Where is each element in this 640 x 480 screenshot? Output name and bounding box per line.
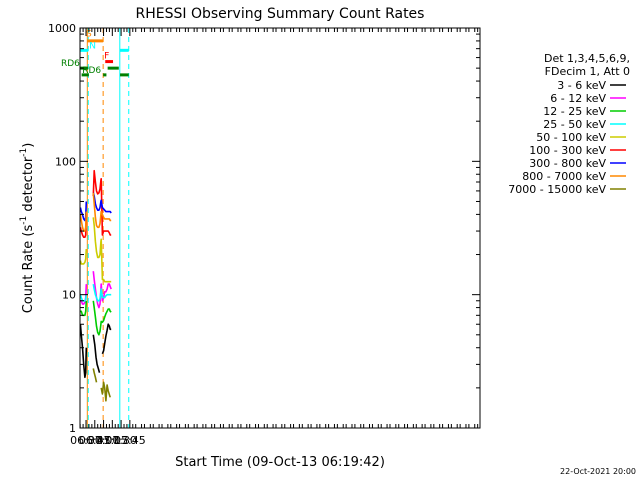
legend-entry-label-0: 3 - 6 keV xyxy=(557,79,606,92)
legend-entry-label-4: 50 - 100 keV xyxy=(536,131,606,144)
y-tick-label-1: 10 xyxy=(62,289,76,302)
y-tick-label-2: 100 xyxy=(55,155,76,168)
chart-title: RHESSI Observing Summary Count Rates xyxy=(136,6,425,22)
legend-header-line-1: FDecim 1, Att 0 xyxy=(545,65,630,78)
plot-frame xyxy=(79,27,481,429)
x-tick-label-4: 07:30 xyxy=(105,434,137,447)
series-line-8 xyxy=(92,368,111,402)
legend-entry-label-6: 300 - 800 keV xyxy=(529,157,606,170)
y-tick-label-3: 1000 xyxy=(48,22,76,35)
series-line-1 xyxy=(80,271,112,309)
timestamp: 22-Oct-2021 20:00 xyxy=(560,467,636,476)
x-tick-label-1: 06:45 xyxy=(79,434,111,447)
rd6-flag-label-1: RD6 xyxy=(61,59,80,69)
x-tick-label-0: 06:30 xyxy=(70,434,102,447)
legend-entry-label-2: 12 - 25 keV xyxy=(543,105,606,118)
y-axis-label: Count Rate (s-1 detector-1) xyxy=(19,143,36,314)
x-tick-label-2: 07:00 xyxy=(88,434,120,447)
series-line-0 xyxy=(79,323,112,379)
s-flag-label: S xyxy=(86,30,92,40)
legend-entry-label-8: 7000 - 15000 keV xyxy=(508,183,606,196)
legend-header-line-0: Det 1,3,4,5,6,9, xyxy=(544,52,630,65)
y-axis-label-suffix: detector xyxy=(21,156,36,216)
y-tick-label-0: 1 xyxy=(69,422,76,435)
legend-entry-label-7: 800 - 7000 keV xyxy=(522,170,606,183)
legend-entry-label-3: 25 - 50 keV xyxy=(543,118,606,131)
n-flag-label: N xyxy=(89,42,96,52)
rd6-flag-label-2: RD6 xyxy=(82,66,101,76)
x-axis-label: Start Time (09-Oct-13 06:19:42) xyxy=(175,455,385,470)
y-axis-label-exp: -1 xyxy=(19,216,29,225)
legend-entry-label-5: 100 - 300 keV xyxy=(529,144,606,157)
y-axis-label-prefix: Count Rate (s xyxy=(21,225,36,314)
x-tick-label-3: 07:15 xyxy=(96,434,128,447)
series-line-4 xyxy=(79,217,112,283)
y-axis: 1 10 100 1000 xyxy=(48,22,480,435)
y-axis-label-close: ) xyxy=(21,143,36,148)
y-axis-label-exp2: -1 xyxy=(19,148,29,157)
legend: Det 1,3,4,5,6,9,FDecim 1, Att 03 - 6 keV… xyxy=(508,52,630,196)
legend-entry-label-1: 6 - 12 keV xyxy=(550,92,606,105)
x-tick-label-5: 07:45 xyxy=(114,434,146,447)
f-flag-label: F xyxy=(104,52,109,62)
